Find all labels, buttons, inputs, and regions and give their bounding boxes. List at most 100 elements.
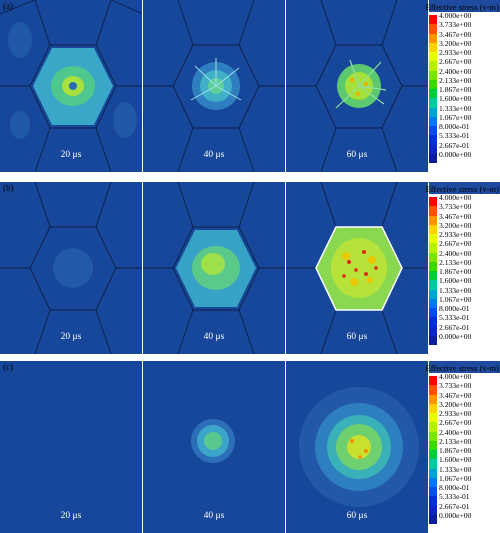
- legend-color-swatch: [429, 89, 437, 99]
- panel-a-60us: 60 μs: [286, 0, 429, 172]
- legend-color-swatch: [429, 116, 437, 126]
- legend-tick-label: 1.867e+00: [439, 85, 472, 94]
- legend-color-swatch: [429, 70, 437, 80]
- legend-tick-label: 0.000e+00: [439, 331, 472, 341]
- time-label: 60 μs: [346, 332, 368, 342]
- legend-color-swatch: [429, 252, 437, 262]
- legend-tick-label: 2.133e+00: [439, 257, 472, 267]
- legend-tick-label: 0.000e+00: [439, 510, 472, 520]
- hex-mesh: [143, 0, 285, 172]
- legend-color-swatch: [429, 271, 437, 281]
- time-label: 60 μs: [346, 511, 368, 521]
- stress-legend: Effective stress (v-m) 4.000e+00 3.733e+0…: [426, 0, 500, 172]
- legend-tick-label: 2.133e+00: [439, 75, 472, 85]
- panel-a-40us: 40 μs: [143, 0, 286, 172]
- legend-background: [429, 373, 500, 533]
- panel-b-20us: (b) 20 μs: [0, 182, 143, 354]
- legend-tick-label: 4.000e+00: [439, 193, 472, 202]
- legend-tick-label: 2.400e+00: [439, 66, 472, 76]
- legend-tick-label: 5.333e-01: [439, 131, 470, 141]
- legend-colorbar: [429, 197, 437, 345]
- legend-background: [429, 194, 500, 354]
- legend-tick-label: 2.667e-01: [439, 322, 470, 332]
- legend-tick-label: 5.333e-01: [439, 313, 470, 323]
- legend-color-swatch: [429, 422, 437, 432]
- time-label: 60 μs: [346, 150, 368, 160]
- legend-color-swatch: [429, 153, 437, 163]
- legend-ticks: 4.000e+00 3.733e+00 3.467e+00 3.200e+00 2.93…: [439, 193, 471, 341]
- legend-color-swatch: [429, 61, 437, 71]
- legend-tick-label: 2.933e+00: [439, 409, 472, 418]
- legend-tick-label: 1.333e+00: [439, 103, 472, 113]
- legend-color-swatch: [429, 206, 437, 216]
- legend-color-swatch: [429, 477, 437, 487]
- row-b: (b) 20 μs 40 μs: [0, 182, 500, 354]
- legend-tick-label: 2.933e+00: [439, 230, 472, 239]
- stress-legend: Effective stress (v-m) 4.000e+00 3.733e+0…: [426, 182, 500, 354]
- legend-tick-label: 2.667e+00: [439, 239, 472, 249]
- legend-ticks: 4.000e+00 3.733e+00 3.467e+00 3.200e+00 2.93…: [439, 372, 471, 520]
- panel-b-60us: 60 μs: [286, 182, 429, 354]
- legend-color-swatch: [429, 459, 437, 469]
- legend-tick-label: 4.000e+00: [439, 372, 472, 381]
- legend-tick-label: 2.667e+00: [439, 418, 472, 428]
- legend-tick-label: 1.867e+00: [439, 446, 472, 455]
- legend-color-swatch: [429, 24, 437, 34]
- legend-tick-label: 3.467e+00: [439, 390, 472, 400]
- time-label: 40 μs: [203, 150, 225, 160]
- legend-tick-label: 2.400e+00: [439, 427, 472, 437]
- legend-tick-label: 3.200e+00: [439, 220, 472, 230]
- legend-color-swatch: [429, 15, 437, 25]
- legend-color-swatch: [429, 243, 437, 253]
- legend-tick-label: 1.333e+00: [439, 285, 472, 295]
- legend-color-swatch: [429, 505, 437, 515]
- legend-tick-label: 3.200e+00: [439, 38, 472, 48]
- legend-tick-label: 1.067e+00: [439, 112, 472, 122]
- legend-color-swatch: [429, 468, 437, 478]
- legend-color-swatch: [429, 326, 437, 336]
- legend-tick-label: 2.133e+00: [439, 436, 472, 446]
- row-label: (a): [3, 1, 13, 11]
- legend-background: [429, 12, 500, 172]
- time-label: 20 μs: [60, 332, 82, 342]
- legend-color-swatch: [429, 197, 437, 207]
- legend-tick-label: 2.667e-01: [439, 501, 470, 511]
- panel-c-40us: 40 μs: [143, 361, 286, 533]
- panel-c-60us: 60 μs: [286, 361, 429, 533]
- legend-color-swatch: [429, 496, 437, 506]
- row-label: (b): [3, 183, 14, 193]
- legend-color-swatch: [429, 317, 437, 327]
- legend-tick-label: 8.000e-01: [439, 122, 470, 131]
- panel-b-40us: 40 μs: [143, 182, 286, 354]
- legend-color-swatch: [429, 52, 437, 62]
- time-label: 40 μs: [203, 332, 225, 342]
- panel-c-20us: (c) 20 μs: [0, 361, 143, 533]
- legend-color-swatch: [429, 298, 437, 308]
- legend-color-swatch: [429, 126, 437, 136]
- legend-color-swatch: [429, 308, 437, 318]
- hex-mesh: [0, 0, 142, 172]
- legend-color-swatch: [429, 224, 437, 234]
- legend-color-swatch: [429, 385, 437, 395]
- legend-color-swatch: [429, 234, 437, 244]
- legend-color-swatch: [429, 440, 437, 450]
- legend-tick-label: 1.600e+00: [439, 455, 472, 465]
- legend-tick-label: 1.600e+00: [439, 94, 472, 104]
- legend-color-swatch: [429, 487, 437, 497]
- legend-color-swatch: [429, 79, 437, 89]
- legend-color-swatch: [429, 514, 437, 524]
- hex-mesh: [0, 182, 142, 354]
- legend-ticks: 4.000e+00 3.733e+00 3.467e+00 3.200e+00 2.93…: [439, 11, 471, 159]
- legend-colorbar: [429, 376, 437, 524]
- legend-colorbar: [429, 15, 437, 163]
- legend-color-swatch: [429, 135, 437, 145]
- legend-color-swatch: [429, 261, 437, 271]
- legend-title: Effective stress (v-m): [425, 363, 499, 373]
- time-label: 20 μs: [60, 511, 82, 521]
- legend-tick-label: 8.000e-01: [439, 483, 470, 492]
- legend-tick-label: 3.467e+00: [439, 211, 472, 221]
- row-a: (a) 20 μs 40 μs: [0, 0, 500, 172]
- legend-tick-label: 2.667e-01: [439, 140, 470, 150]
- legend-color-swatch: [429, 394, 437, 404]
- legend-color-swatch: [429, 33, 437, 43]
